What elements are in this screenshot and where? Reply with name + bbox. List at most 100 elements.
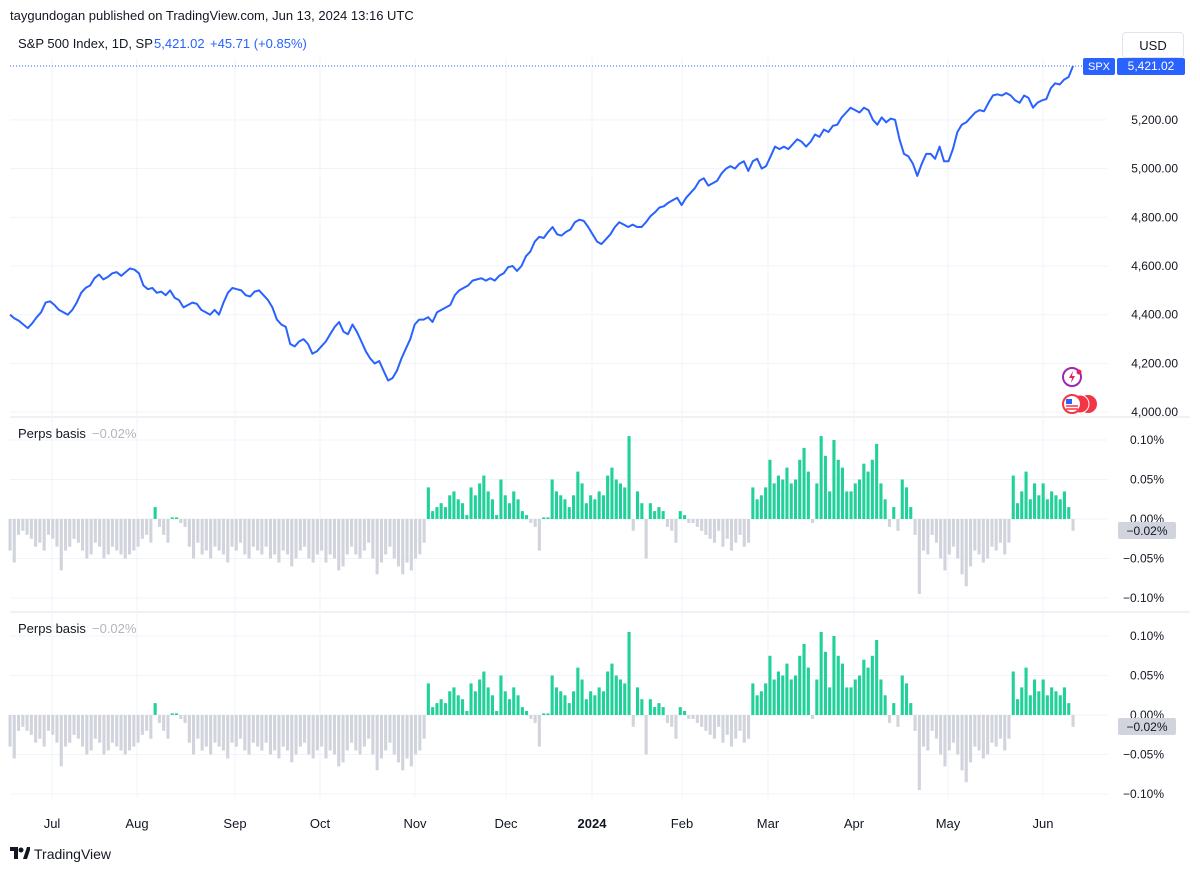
indicator-pane-1[interactable] (8, 436, 1075, 594)
basis-bar (866, 667, 870, 715)
basis-bar (1071, 715, 1075, 727)
price-axis[interactable]: 5,200.00 5,000.00 4,800.00 4,600.00 4,400.00… (1123, 113, 1178, 801)
basis-bar (81, 519, 85, 551)
basis-bar (345, 715, 349, 751)
time-axis[interactable]: Jul Aug Sep Oct Nov Dec 2024 Feb Mar Apr May Jun (44, 816, 1054, 831)
basis-bar (977, 715, 981, 751)
basis-bar (1020, 687, 1024, 716)
basis-bar (350, 519, 354, 547)
basis-bar (409, 715, 413, 767)
basis-bar (913, 519, 917, 535)
basis-bar (85, 715, 89, 755)
basis-bar (601, 691, 605, 715)
basis-bar (209, 519, 213, 559)
basis-bar (59, 519, 63, 571)
basis-bar (307, 519, 311, 559)
basis-bar (392, 715, 396, 755)
basis-bar (584, 503, 588, 519)
basis-bar (443, 703, 447, 715)
tradingview-logo-icon (10, 846, 31, 862)
indicator-1-name[interactable]: Perps basis (18, 426, 86, 441)
basis-bar (12, 519, 16, 563)
basis-bar (567, 507, 571, 519)
basis-bar (175, 517, 179, 519)
basis-bar (951, 519, 955, 547)
basis-bar (875, 640, 879, 715)
basis-bar (580, 679, 584, 715)
basis-bar (738, 715, 742, 731)
basis-bar (674, 715, 678, 739)
basis-bar (166, 519, 170, 543)
basis-bar (572, 495, 576, 519)
basis-bar (358, 715, 362, 755)
basis-bar (8, 715, 12, 747)
basis-bar (576, 667, 580, 715)
basis-bar (905, 683, 909, 715)
basis-bar (883, 499, 887, 520)
basis-bar (503, 691, 507, 715)
basis-bar (913, 715, 917, 731)
basis-bar (503, 495, 507, 519)
basis-bar (789, 679, 793, 715)
price-axis-tick: 5,000.00 (1131, 162, 1178, 176)
change-value: +45.71 (+0.85%) (210, 36, 307, 51)
basis-bar (175, 713, 179, 715)
basis-bar (776, 671, 780, 715)
basis-bar (281, 715, 285, 747)
basis-bar (153, 703, 157, 715)
main-price-pane[interactable] (9, 65, 1083, 382)
basis-bar (294, 715, 298, 755)
basis-bar (563, 695, 567, 716)
basis-bar (990, 715, 994, 743)
indicator-axis-tick: −0.10% (1123, 787, 1164, 801)
basis-bar (478, 483, 482, 519)
earnings-event-icon[interactable] (1062, 367, 1082, 387)
basis-bar (226, 715, 230, 759)
basis-bar (392, 519, 396, 559)
basis-bar (823, 651, 827, 715)
chart-canvas[interactable]: 5,200.00 5,000.00 4,800.00 4,600.00 4,400.00… (0, 30, 1200, 836)
basis-bar (623, 487, 627, 519)
basis-bar (909, 507, 913, 519)
basis-bar (520, 511, 524, 519)
basis-bar (636, 491, 640, 520)
basis-bar (268, 715, 272, 755)
basis-bar (341, 519, 345, 567)
basis-bar (853, 483, 857, 519)
currency-button[interactable]: USD (1122, 32, 1184, 58)
time-axis-label: Dec (494, 816, 518, 831)
basis-bar (640, 699, 644, 715)
basis-bar (379, 519, 383, 563)
basis-bar (46, 519, 50, 535)
basis-bar (648, 503, 652, 519)
basis-bar (401, 715, 405, 771)
basis-bar (943, 519, 947, 571)
basis-bar (42, 519, 46, 551)
footer-brand[interactable]: TradingView (10, 846, 111, 862)
basis-bar (537, 519, 541, 551)
basis-bar (734, 715, 738, 739)
basis-bar (405, 519, 409, 563)
indicator-2-name[interactable]: Perps basis (18, 621, 86, 636)
basis-bar (115, 715, 119, 747)
basis-bar (298, 519, 302, 551)
basis-bar (367, 715, 371, 739)
indicator-axis-tick: −0.10% (1123, 591, 1164, 605)
time-axis-label: Apr (844, 816, 865, 831)
basis-bar (896, 715, 900, 727)
basis-bar (396, 519, 400, 567)
symbol-title[interactable]: S&P 500 Index, 1D, SP (18, 36, 153, 51)
economic-event-flag-icon[interactable] (1062, 394, 1097, 414)
basis-bar (51, 715, 55, 735)
indicator-pane-2[interactable] (8, 632, 1075, 790)
basis-bar (580, 483, 584, 519)
basis-bar (764, 487, 768, 519)
basis-bar (627, 632, 631, 715)
basis-bar (614, 479, 618, 519)
spx-price-line[interactable] (9, 65, 1074, 382)
basis-bar (1050, 491, 1054, 520)
basis-bar (951, 715, 955, 743)
basis-bar (362, 519, 366, 551)
basis-bar (934, 715, 938, 739)
basis-bar (550, 479, 554, 519)
